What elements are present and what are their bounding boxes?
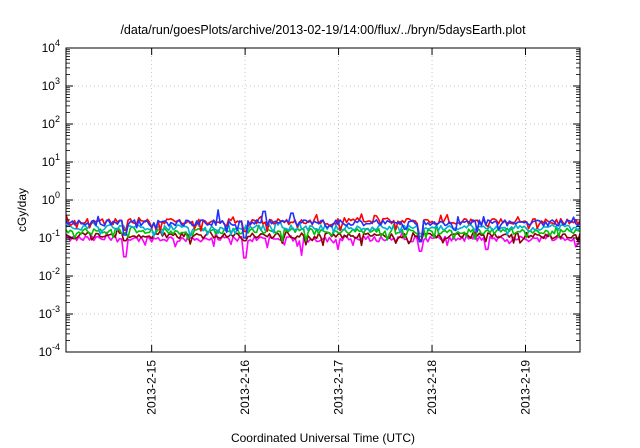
y-tick-label: 10-4 [39,342,60,359]
y-tick-label: 104 [42,38,60,55]
series-line [66,209,580,243]
grid [66,48,580,352]
y-tick-label: 10-3 [39,304,60,321]
y-tick-label: 10-2 [39,266,60,283]
y-tick-label: 101 [42,152,60,169]
axes: 10-4 10-3 10-2 10-1 100 101 102 103 104 2013-2-15… [39,38,580,415]
y-tick-label: 103 [42,76,60,93]
x-tick-label: 2013-2-15 [145,360,159,415]
y-axis-label: cGy/day [15,188,29,232]
y-tick-label: 102 [42,114,60,131]
x-tick-label: 2013-2-18 [425,360,439,415]
x-tick-label: 2013-2-19 [518,360,532,415]
y-tick-label: 10-1 [39,228,60,245]
data-series [66,209,580,259]
y-tick-label: 100 [42,190,60,207]
x-tick-label: 2013-2-16 [238,360,252,415]
series-line [66,230,580,259]
chart-title: /data/run/goesPlots/archive/2013-02-19/1… [120,23,526,37]
x-axis-label: Coordinated Universal Time (UTC) [231,431,415,445]
x-tick-label: 2013-2-17 [332,360,346,415]
